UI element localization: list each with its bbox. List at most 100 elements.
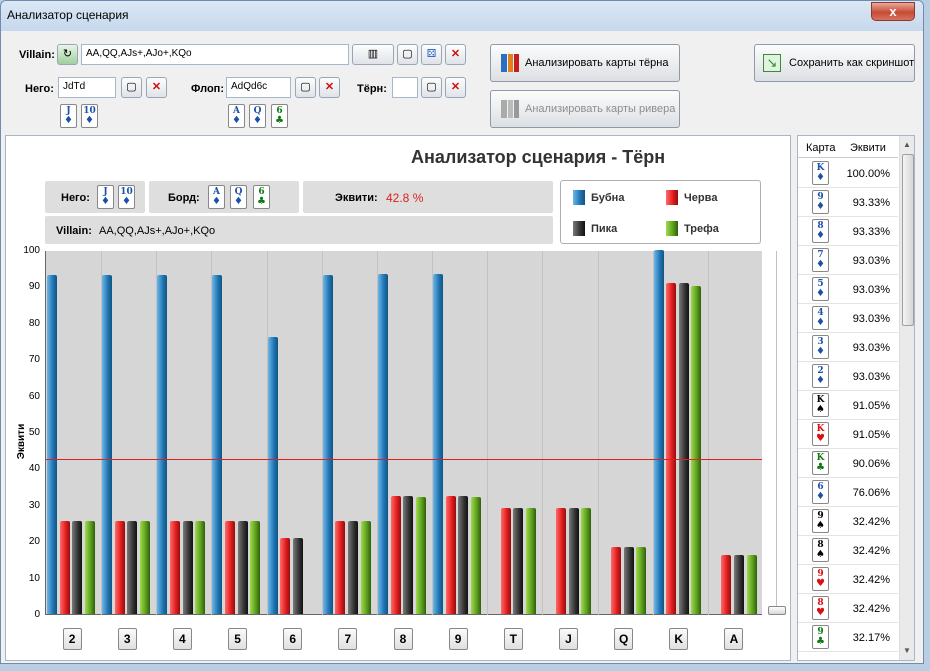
bar-6-spades[interactable] bbox=[292, 537, 303, 614]
bar-J-hearts[interactable] bbox=[555, 508, 566, 614]
scroll-up-icon[interactable]: ▲ bbox=[903, 140, 911, 149]
bar-5-hearts[interactable] bbox=[225, 520, 236, 614]
list-item[interactable]: K ♠ 91.05% bbox=[798, 391, 898, 420]
analyze-river-button[interactable]: Анализировать карты ривера bbox=[490, 90, 680, 128]
bar-8-clubs[interactable] bbox=[415, 496, 426, 614]
bar-K-diamonds[interactable] bbox=[653, 250, 664, 614]
bar-8-diamonds[interactable] bbox=[377, 274, 388, 614]
hero-cards-input[interactable]: JdTd bbox=[58, 77, 116, 98]
bar-3-hearts[interactable] bbox=[114, 520, 125, 614]
list-item[interactable]: 8 ♠ 32.42% bbox=[798, 536, 898, 565]
list-item[interactable]: 9 ♠ 32.42% bbox=[798, 507, 898, 536]
refresh-icon[interactable]: ↻ bbox=[57, 44, 78, 65]
x-category-J[interactable]: J bbox=[558, 628, 578, 650]
bar-7-diamonds[interactable] bbox=[322, 275, 333, 614]
x-category-5[interactable]: 5 bbox=[228, 628, 248, 650]
bar-Q-hearts[interactable] bbox=[611, 547, 622, 614]
x-category-T[interactable]: T bbox=[503, 628, 523, 650]
bar-5-clubs[interactable] bbox=[250, 520, 261, 614]
bar-K-spades[interactable] bbox=[678, 282, 689, 614]
slider-thumb[interactable] bbox=[768, 606, 786, 615]
bar-5-spades[interactable] bbox=[237, 520, 248, 614]
bar-9-diamonds[interactable] bbox=[433, 274, 444, 614]
hero-card-select-icon[interactable]: ▢ bbox=[121, 77, 142, 98]
save-screenshot-button[interactable]: ↘ Сохранить как скриншот bbox=[754, 44, 915, 82]
hero-clear-button[interactable]: ✕ bbox=[146, 77, 167, 98]
list-item[interactable]: K ♦ 100.00% bbox=[798, 159, 898, 188]
turn-card-input[interactable] bbox=[392, 77, 418, 98]
bar-8-hearts[interactable] bbox=[390, 496, 401, 614]
bar-T-spades[interactable] bbox=[513, 508, 524, 614]
x-category-K[interactable]: K bbox=[669, 628, 689, 650]
list-item[interactable]: 9 ♦ 93.33% bbox=[798, 188, 898, 217]
bar-5-diamonds[interactable] bbox=[212, 275, 223, 614]
bar-2-spades[interactable] bbox=[72, 520, 83, 614]
villain-clear-button[interactable]: ✕ bbox=[445, 44, 466, 65]
analyze-turn-button[interactable]: Анализировать карты тёрна bbox=[490, 44, 680, 82]
list-item[interactable]: 8 ♦ 93.33% bbox=[798, 217, 898, 246]
bar-K-hearts[interactable] bbox=[666, 282, 677, 614]
bar-A-spades[interactable] bbox=[734, 554, 745, 614]
bar-6-diamonds[interactable] bbox=[267, 337, 278, 614]
x-category-2[interactable]: 2 bbox=[62, 628, 82, 650]
bar-7-hearts[interactable] bbox=[335, 520, 346, 614]
bar-6-hearts[interactable] bbox=[280, 537, 291, 614]
list-item[interactable]: 4 ♦ 93.03% bbox=[798, 304, 898, 333]
bar-9-spades[interactable] bbox=[458, 496, 469, 614]
list-scrollbar[interactable]: ▲ ▼ bbox=[899, 136, 914, 660]
villain-range-input[interactable]: AA,QQ,AJs+,AJo+,KQo bbox=[81, 44, 349, 65]
bar-A-hearts[interactable] bbox=[721, 554, 732, 614]
list-item[interactable]: K ♥ 91.05% bbox=[798, 420, 898, 449]
list-item[interactable]: 8 ♥ 32.42% bbox=[798, 594, 898, 623]
close-button[interactable]: x bbox=[871, 2, 915, 21]
list-item[interactable]: 6 ♦ 76.06% bbox=[798, 478, 898, 507]
bar-T-clubs[interactable] bbox=[526, 508, 537, 614]
list-item[interactable]: 7 ♦ 93.03% bbox=[798, 246, 898, 275]
bar-J-spades[interactable] bbox=[568, 508, 579, 614]
bar-2-diamonds[interactable] bbox=[47, 275, 57, 614]
scroll-thumb[interactable] bbox=[902, 154, 914, 326]
bar-J-clubs[interactable] bbox=[581, 508, 592, 614]
x-category-6[interactable]: 6 bbox=[283, 628, 303, 650]
col-card-header[interactable]: Карта bbox=[806, 142, 836, 154]
bar-7-spades[interactable] bbox=[347, 520, 358, 614]
list-item[interactable]: K ♣ 90.06% bbox=[798, 449, 898, 478]
bar-3-spades[interactable] bbox=[127, 520, 138, 614]
bar-A-clubs[interactable] bbox=[746, 554, 757, 614]
bar-4-spades[interactable] bbox=[182, 520, 193, 614]
bar-3-clubs[interactable] bbox=[139, 520, 150, 614]
flop-clear-button[interactable]: ✕ bbox=[319, 77, 340, 98]
vertical-slider[interactable] bbox=[768, 251, 786, 615]
x-category-9[interactable]: 9 bbox=[448, 628, 468, 650]
bar-4-diamonds[interactable] bbox=[157, 275, 168, 614]
list-item[interactable]: 3 ♦ 93.03% bbox=[798, 333, 898, 362]
bar-7-clubs[interactable] bbox=[360, 520, 371, 614]
x-category-A[interactable]: A bbox=[724, 628, 744, 650]
bar-4-hearts[interactable] bbox=[169, 520, 180, 614]
x-category-4[interactable]: 4 bbox=[172, 628, 192, 650]
flop-cards-input[interactable]: AdQd6c bbox=[226, 77, 291, 98]
bar-8-spades[interactable] bbox=[403, 496, 414, 614]
list-item[interactable]: 2 ♦ 93.03% bbox=[798, 362, 898, 391]
list-item[interactable]: 9 ♣ 32.17% bbox=[798, 623, 898, 652]
bar-K-clubs[interactable] bbox=[691, 286, 702, 614]
bar-2-hearts[interactable] bbox=[59, 520, 70, 614]
x-category-Q[interactable]: Q bbox=[614, 628, 634, 650]
scroll-down-icon[interactable]: ▼ bbox=[903, 646, 911, 655]
bar-9-clubs[interactable] bbox=[470, 496, 481, 614]
list-item[interactable]: 5 ♦ 93.03% bbox=[798, 275, 898, 304]
card-select-icon[interactable]: ▢ bbox=[397, 44, 418, 65]
dice-icon[interactable]: ⚄ bbox=[421, 44, 442, 65]
x-category-8[interactable]: 8 bbox=[393, 628, 413, 650]
bar-3-diamonds[interactable] bbox=[102, 275, 113, 614]
col-equity-header[interactable]: Эквити bbox=[850, 142, 886, 154]
x-category-3[interactable]: 3 bbox=[117, 628, 137, 650]
bar-2-clubs[interactable] bbox=[84, 520, 95, 614]
x-category-7[interactable]: 7 bbox=[338, 628, 358, 650]
bar-Q-spades[interactable] bbox=[623, 547, 634, 614]
bar-4-clubs[interactable] bbox=[195, 520, 206, 614]
list-item[interactable]: 9 ♥ 32.42% bbox=[798, 565, 898, 594]
turn-clear-button[interactable]: ✕ bbox=[445, 77, 466, 98]
turn-card-select-icon[interactable]: ▢ bbox=[421, 77, 442, 98]
bar-9-hearts[interactable] bbox=[445, 496, 456, 614]
